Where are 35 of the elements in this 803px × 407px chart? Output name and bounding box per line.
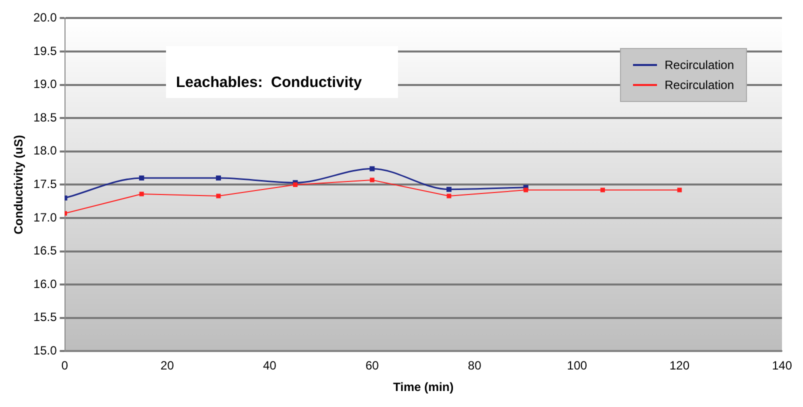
point (446, 186, 452, 192)
y-tick-label: 19.0 (33, 77, 58, 92)
y-tick-label: 20.0 (33, 10, 58, 25)
point (370, 166, 375, 172)
point (600, 188, 605, 192)
point (446, 194, 452, 198)
y-tick-label: 17.0 (33, 210, 58, 224)
point (139, 176, 144, 181)
y-tick-label: 16.5 (33, 244, 58, 258)
point (524, 188, 528, 192)
x-tick-label: 120 (670, 358, 690, 373)
x-tick-label: 20 (160, 358, 174, 373)
y-tick-label: 15.0 (33, 344, 58, 358)
x-tick-label: 0 (61, 358, 68, 373)
y-tick-label: 15.5 (33, 310, 58, 324)
y-tick-label: 19.5 (33, 44, 58, 58)
x-tick-label: 140 (772, 358, 792, 373)
x-tick-label: 80 (468, 358, 482, 373)
y-tick-label: 16.0 (33, 276, 58, 291)
y-tick-label: 18.5 (33, 110, 58, 124)
point (677, 188, 682, 192)
legend-label: Recirculation (664, 78, 734, 92)
legend-label: Recirculation (664, 58, 734, 72)
y-tick-label: 17.5 (33, 177, 58, 192)
point (139, 192, 144, 196)
y-axis-title: Conductivity (uS) (12, 135, 26, 234)
x-tick-label: 40 (263, 358, 277, 373)
x-tick-label: 60 (365, 358, 380, 373)
text: Leachables: Conductivity (176, 74, 362, 91)
point (370, 178, 374, 182)
y-tick-label: 18.0 (33, 144, 58, 158)
point (216, 176, 221, 181)
point (216, 194, 221, 198)
x-axis-title: Time (min) (393, 380, 454, 394)
x-tick-label: 100 (567, 358, 588, 373)
